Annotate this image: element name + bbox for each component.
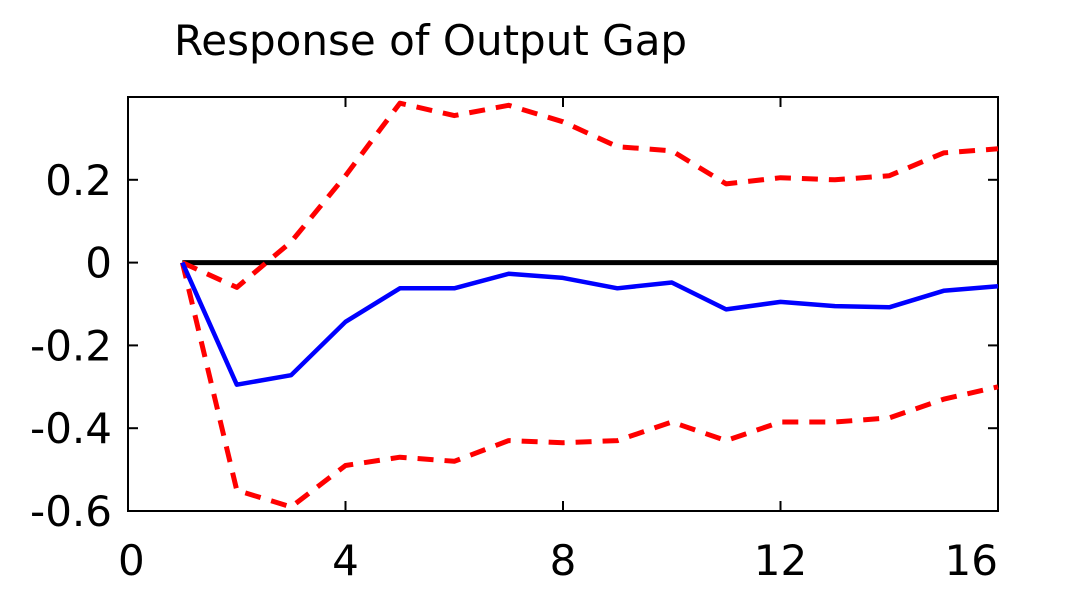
lower-band-line: [179, 262, 999, 510]
x-tick-label: 4: [332, 536, 359, 585]
y-tick-label: -0.4: [30, 404, 112, 453]
series-layer: [179, 100, 999, 510]
y-tick-label: -0.2: [30, 321, 112, 370]
y-tick-label: 0: [85, 239, 112, 288]
y-axis: -0.6 -0.4 -0.2 0 0.2: [30, 156, 998, 536]
y-tick-label: 0.2: [45, 156, 112, 205]
upper-band-line: [181, 100, 999, 290]
x-axis: 0 4 8 12 16: [118, 97, 999, 585]
chart-title: Response of Output Gap: [174, 16, 687, 65]
x-tick-label: 8: [550, 536, 577, 585]
x-tick-label: 16: [945, 536, 998, 585]
x-tick-label: 12: [754, 536, 807, 585]
x-tick-label: 0: [118, 536, 145, 585]
y-tick-label: -0.6: [30, 487, 112, 536]
plot-frame: [127, 96, 999, 512]
response-line: [180, 261, 999, 387]
